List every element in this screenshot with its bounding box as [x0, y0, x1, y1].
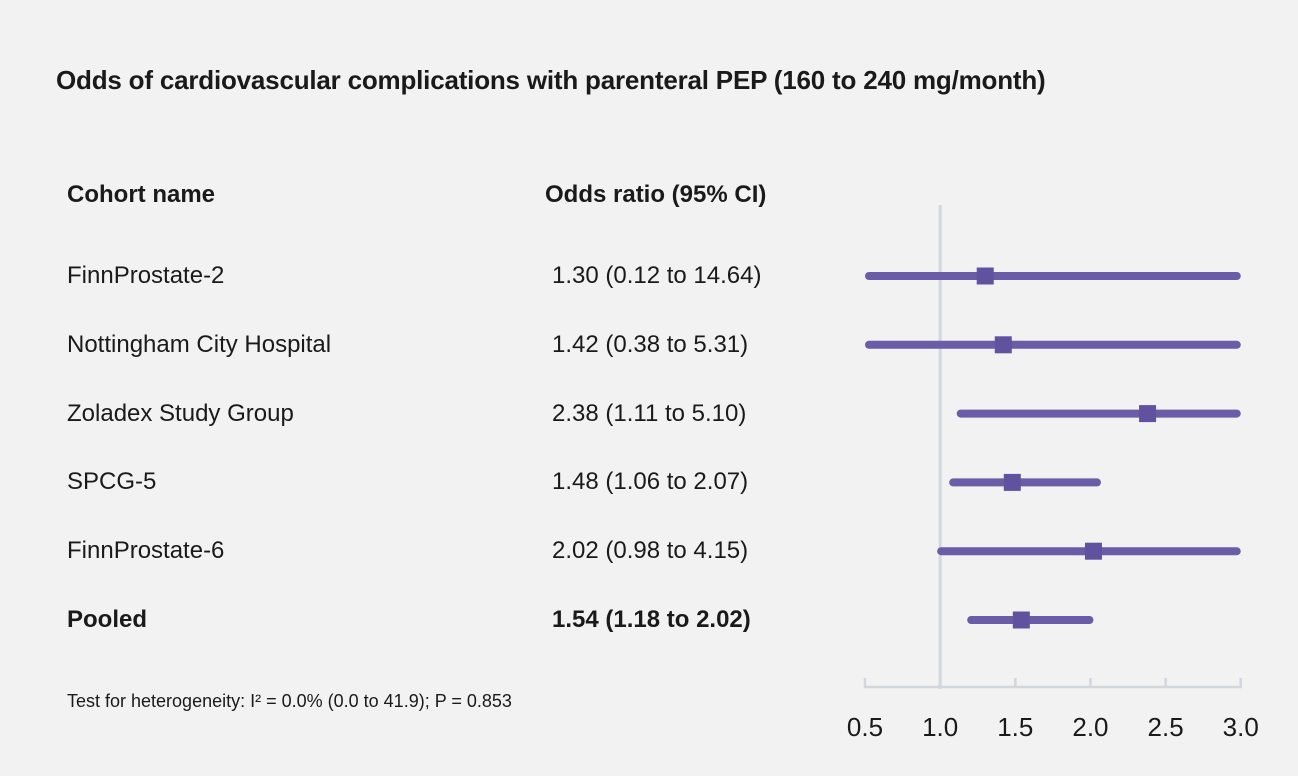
confidence-interval-line [865, 272, 1241, 280]
column-header-cohort-name: Cohort name [67, 181, 216, 208]
odds-ratio-value: 2.38 (1.11 to 5.10) [552, 399, 747, 427]
axis-tick-label: 2.5 [1148, 712, 1184, 742]
cohort-label: FinnProstate-6 [67, 537, 225, 565]
confidence-interval-line [949, 478, 1101, 487]
cohort-label: Pooled [67, 606, 148, 633]
estimate-marker [1084, 542, 1102, 560]
axis-tick-label: 1.5 [997, 712, 1033, 742]
estimate-marker [1012, 611, 1030, 629]
cohort-label: Zoladex Study Group [67, 399, 294, 427]
estimate-marker [994, 336, 1012, 354]
odds-ratio-value: 1.30 (0.12 to 14.64) [552, 262, 762, 289]
axis-tick-label: 1.0 [922, 712, 958, 742]
cohort-label: FinnProstate-2 [67, 262, 225, 289]
column-header-odds-ratio: Odds ratio (95% CI) [545, 181, 767, 208]
estimate-marker [1003, 473, 1021, 491]
confidence-interval-line [956, 409, 1241, 418]
odds-ratio-value: 1.54 (1.18 to 2.02) [552, 606, 751, 633]
odds-ratio-value: 1.42 (0.38 to 5.31) [552, 330, 749, 358]
figure-title: Odds of cardiovascular complications wit… [56, 65, 1046, 95]
estimate-marker [1139, 405, 1157, 423]
cohort-label: SPCG-5 [67, 468, 157, 496]
confidence-interval-line [967, 616, 1094, 624]
axis-tick-label: 2.0 [1072, 712, 1108, 742]
confidence-interval-line [865, 340, 1241, 349]
heterogeneity-note: Test for heterogeneity: I² = 0.0% (0.0 t… [67, 691, 512, 711]
estimate-marker [976, 267, 994, 285]
odds-ratio-value: 2.02 (0.98 to 4.15) [552, 537, 749, 565]
odds-ratio-value: 1.48 (1.06 to 2.07) [552, 468, 749, 496]
axis-tick-label: 3.0 [1223, 712, 1259, 742]
axis-tick-label: 0.5 [847, 712, 883, 742]
cohort-label: Nottingham City Hospital [67, 330, 332, 358]
